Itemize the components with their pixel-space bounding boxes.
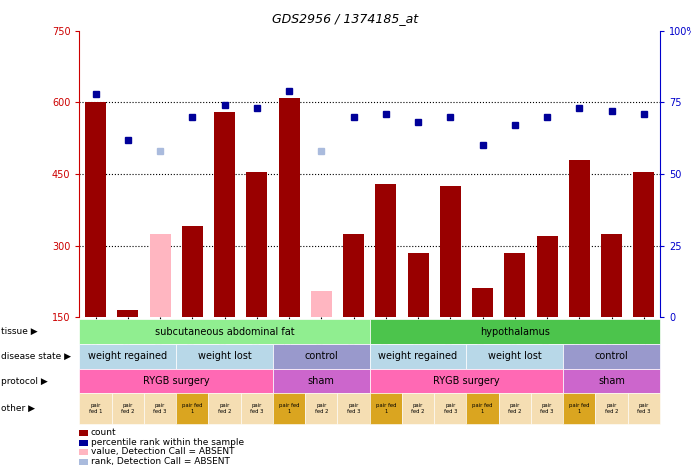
- Text: weight lost: weight lost: [198, 351, 252, 362]
- Bar: [278, 98, 299, 317]
- Text: pair fed
1: pair fed 1: [472, 403, 493, 414]
- Text: value, Detection Call = ABSENT: value, Detection Call = ABSENT: [91, 447, 234, 456]
- Text: RYGB surgery: RYGB surgery: [433, 376, 500, 386]
- Bar: [408, 253, 428, 317]
- Text: percentile rank within the sample: percentile rank within the sample: [91, 438, 244, 447]
- Bar: [149, 234, 171, 317]
- Text: pair
fed 2: pair fed 2: [314, 403, 328, 414]
- Text: protocol ▶: protocol ▶: [1, 377, 48, 385]
- Bar: [214, 112, 235, 317]
- Text: rank, Detection Call = ABSENT: rank, Detection Call = ABSENT: [91, 457, 229, 466]
- Bar: [311, 291, 332, 317]
- Text: pair fed
1: pair fed 1: [182, 403, 202, 414]
- Text: control: control: [595, 351, 628, 362]
- Text: pair fed
1: pair fed 1: [375, 403, 396, 414]
- Bar: [343, 234, 364, 317]
- Text: pair fed
1: pair fed 1: [569, 403, 589, 414]
- Bar: [85, 102, 106, 317]
- Text: count: count: [91, 428, 116, 438]
- Bar: [375, 183, 396, 317]
- Text: pair
fed 2: pair fed 2: [605, 403, 618, 414]
- Text: pair
fed 3: pair fed 3: [153, 403, 167, 414]
- Text: pair
fed 2: pair fed 2: [121, 403, 135, 414]
- Text: GDS2956 / 1374185_at: GDS2956 / 1374185_at: [272, 12, 419, 25]
- Bar: [536, 236, 558, 317]
- Text: tissue ▶: tissue ▶: [1, 328, 38, 336]
- Bar: [633, 172, 654, 317]
- Text: pair
fed 2: pair fed 2: [411, 403, 425, 414]
- Text: control: control: [305, 351, 338, 362]
- Text: sham: sham: [598, 376, 625, 386]
- Text: weight regained: weight regained: [88, 351, 167, 362]
- Bar: [439, 186, 461, 317]
- Text: pair
fed 3: pair fed 3: [637, 403, 650, 414]
- Text: pair
fed 3: pair fed 3: [540, 403, 553, 414]
- Text: RYGB surgery: RYGB surgery: [143, 376, 209, 386]
- Text: weight lost: weight lost: [488, 351, 542, 362]
- Bar: [117, 310, 138, 317]
- Text: pair
fed 1: pair fed 1: [89, 403, 102, 414]
- Text: weight regained: weight regained: [379, 351, 457, 362]
- Text: other ▶: other ▶: [1, 404, 35, 413]
- Bar: [472, 289, 493, 317]
- Text: sham: sham: [308, 376, 334, 386]
- Text: pair fed
1: pair fed 1: [278, 403, 299, 414]
- Bar: [182, 227, 202, 317]
- Bar: [569, 160, 589, 317]
- Text: pair
fed 3: pair fed 3: [347, 403, 360, 414]
- Text: pair
fed 3: pair fed 3: [444, 403, 457, 414]
- Bar: [504, 253, 525, 317]
- Text: pair
fed 2: pair fed 2: [508, 403, 522, 414]
- Bar: [246, 172, 267, 317]
- Text: disease state ▶: disease state ▶: [1, 352, 71, 361]
- Text: subcutaneous abdominal fat: subcutaneous abdominal fat: [155, 327, 294, 337]
- Bar: [601, 234, 622, 317]
- Text: pair
fed 2: pair fed 2: [218, 403, 231, 414]
- Text: hypothalamus: hypothalamus: [480, 327, 550, 337]
- Text: pair
fed 3: pair fed 3: [250, 403, 263, 414]
